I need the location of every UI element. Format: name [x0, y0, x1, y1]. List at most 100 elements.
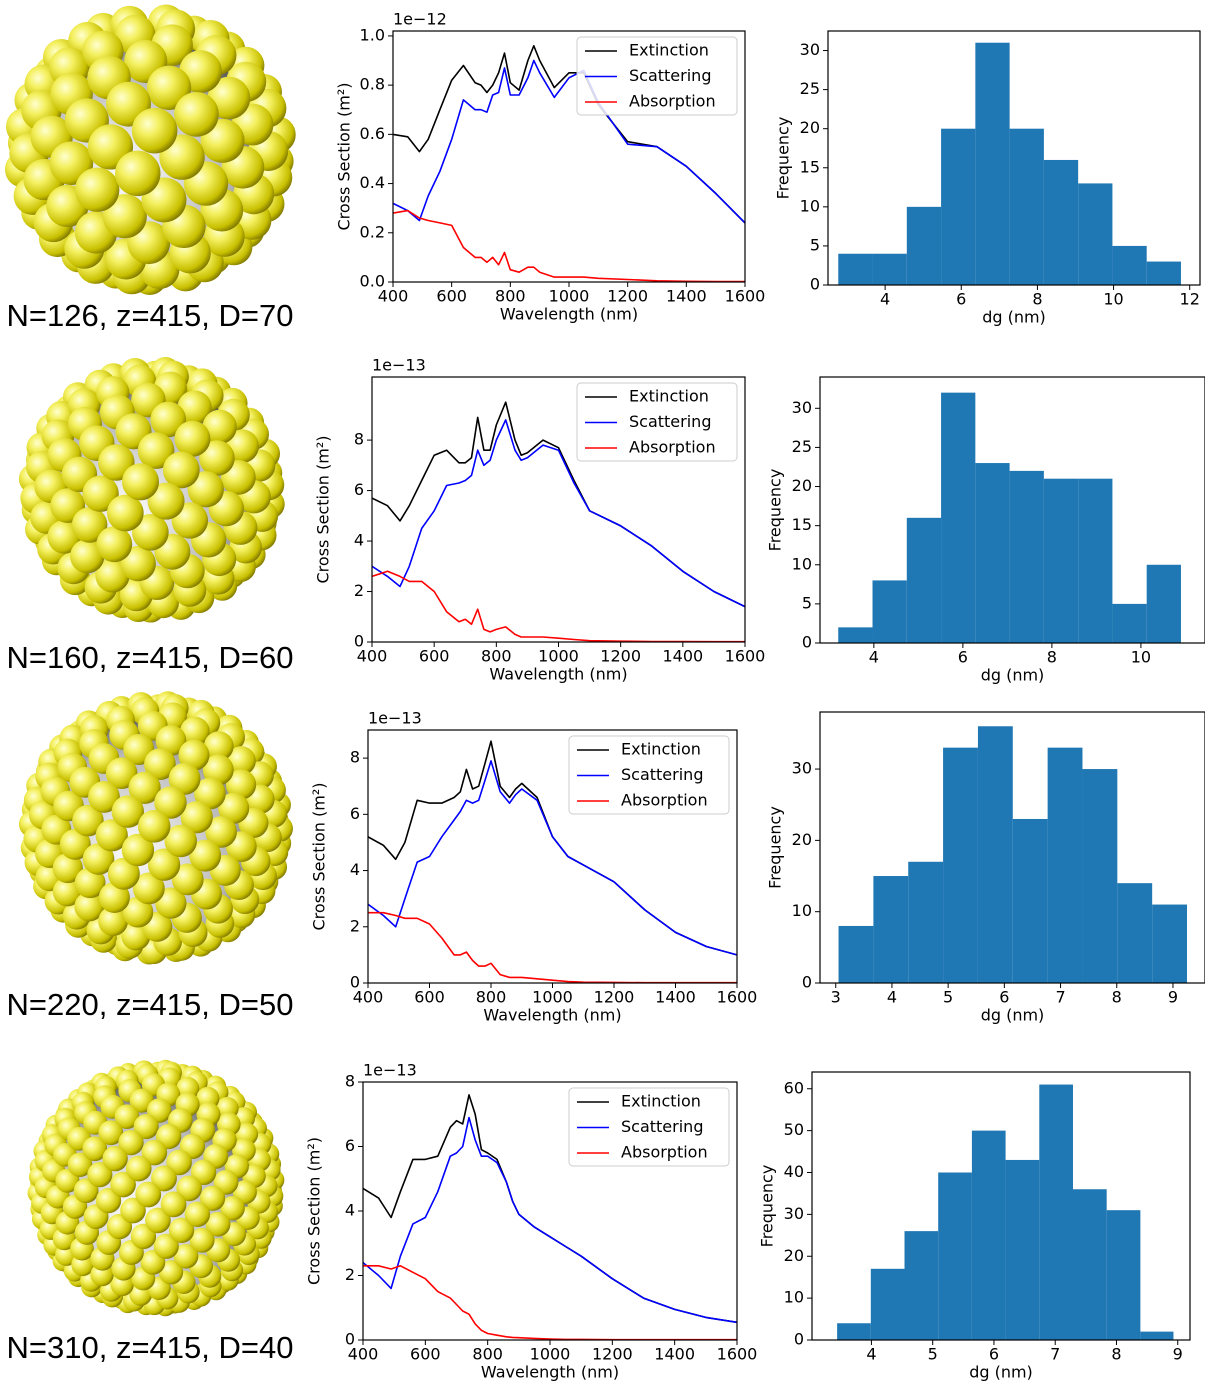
- particle: [126, 1156, 152, 1182]
- x-tick-label: 8: [1032, 290, 1042, 309]
- chart: 46810051015202530dg (nm)Frequency: [766, 377, 1205, 685]
- y-tick-label: 2: [354, 581, 364, 600]
- y-tick-label: 0.2: [360, 222, 385, 241]
- x-tick-label: 6: [956, 290, 966, 309]
- particle: [174, 92, 219, 137]
- histogram-bar: [978, 726, 1013, 983]
- x-axis-label: Wavelength (nm): [481, 1363, 619, 1382]
- x-tick-label: 800: [476, 988, 507, 1007]
- x-axis-label: dg (nm): [969, 1363, 1033, 1382]
- x-tick-label: 1200: [607, 287, 648, 306]
- x-tick-label: 8: [1112, 988, 1122, 1007]
- histogram-bar: [905, 1231, 939, 1340]
- histogram-bar: [1010, 129, 1044, 285]
- y-tick-label: 25: [800, 79, 820, 98]
- particle: [102, 1146, 127, 1171]
- histogram-bar: [839, 926, 874, 983]
- y-tick-label: 0: [354, 632, 364, 651]
- x-tick-label: 9: [1168, 988, 1178, 1007]
- histogram-bar: [1152, 905, 1187, 983]
- x-tick-label: 1000: [549, 287, 590, 306]
- series-line: [368, 913, 737, 983]
- y-tick-label: 20: [784, 1246, 804, 1265]
- histogram-bar: [1073, 1189, 1107, 1340]
- x-tick-label: 1000: [532, 988, 573, 1007]
- y-tick-label: 4: [345, 1201, 355, 1220]
- y-tick-label: 5: [810, 235, 820, 254]
- histogram-bar: [941, 129, 975, 285]
- y-tick-label: 8: [345, 1072, 355, 1091]
- y-tick-label: 0: [802, 633, 812, 652]
- histogram-bar: [1112, 246, 1146, 285]
- histogram-bar: [1107, 1210, 1141, 1340]
- x-tick-label: 4: [866, 1345, 876, 1364]
- nanoparticle-cluster: [19, 691, 293, 964]
- y-axis-label: Cross Section (m²): [314, 436, 333, 584]
- y-tick-label: 25: [792, 437, 812, 456]
- y-tick-label: 20: [800, 118, 820, 137]
- offset-label: 1e−12: [393, 10, 447, 29]
- y-tick-label: 8: [350, 748, 360, 767]
- chart: ExtinctionScatteringAbsorption1e−1240060…: [335, 10, 766, 324]
- histogram-bar: [1010, 471, 1044, 643]
- y-axis-label: Cross Section (m²): [305, 1137, 324, 1285]
- legend: ExtinctionScatteringAbsorption: [577, 37, 737, 115]
- y-tick-label: 2: [350, 916, 360, 935]
- legend-label: Scattering: [621, 765, 703, 784]
- y-tick-label: 6: [350, 804, 360, 823]
- histogram-bar: [972, 1131, 1006, 1340]
- x-tick-label: 1000: [538, 647, 579, 666]
- y-tick-label: 0: [802, 973, 812, 992]
- x-axis-label: dg (nm): [982, 308, 1046, 327]
- y-tick-label: 1.0: [360, 25, 385, 44]
- x-tick-label: 1400: [666, 287, 707, 306]
- histogram-bar: [908, 862, 943, 983]
- x-tick-label: 1400: [655, 988, 696, 1007]
- y-axis-label: Cross Section (m²): [335, 83, 354, 231]
- y-tick-label: 0: [350, 973, 360, 992]
- histogram-bar: [1078, 479, 1112, 643]
- nanoparticle-cluster: [19, 357, 285, 623]
- y-tick-label: 15: [800, 157, 820, 176]
- chart: 4567890102030405060dg (nm)Frequency: [758, 1072, 1191, 1382]
- y-tick-label: 20: [792, 830, 812, 849]
- y-tick-label: 0.0: [360, 272, 385, 291]
- y-tick-label: 20: [792, 476, 812, 495]
- y-tick-label: 60: [784, 1078, 804, 1097]
- histogram-bar: [873, 580, 907, 643]
- caption: N=160, z=415, D=60: [7, 640, 294, 675]
- figure: N=126, z=415, D=70N=160, z=415, D=60N=22…: [0, 0, 1205, 1384]
- histogram-bar: [871, 1269, 905, 1340]
- legend-label: Scattering: [629, 66, 711, 85]
- histogram-bar: [907, 207, 941, 285]
- chart: 34567890102030dg (nm)Frequency: [766, 712, 1205, 1025]
- y-tick-label: 2: [345, 1265, 355, 1284]
- nanoparticle-cluster: [5, 4, 296, 295]
- x-tick-label: 1000: [530, 1345, 571, 1364]
- legend-label: Scattering: [621, 1117, 703, 1136]
- x-tick-label: 5: [928, 1345, 938, 1364]
- x-tick-label: 800: [472, 1345, 503, 1364]
- x-tick-label: 4: [887, 988, 897, 1007]
- caption: N=126, z=415, D=70: [7, 298, 294, 333]
- page: body { margin: 0; background: #fff; font…: [0, 0, 1205, 1384]
- histogram-bar: [1013, 819, 1048, 983]
- x-tick-label: 1200: [594, 988, 635, 1007]
- histogram-bar: [873, 876, 908, 983]
- legend-label: Absorption: [629, 438, 716, 457]
- particle: [185, 1202, 210, 1227]
- legend-label: Absorption: [621, 1143, 708, 1162]
- y-tick-label: 0: [794, 1330, 804, 1349]
- y-tick-label: 10: [792, 901, 812, 920]
- legend-label: Absorption: [621, 791, 708, 810]
- x-axis-label: dg (nm): [981, 666, 1045, 685]
- offset-label: 1e−13: [363, 1061, 417, 1080]
- y-tick-label: 30: [784, 1204, 804, 1223]
- legend-label: Extinction: [629, 41, 709, 60]
- histogram-bar: [975, 463, 1009, 643]
- x-tick-label: 1600: [717, 988, 758, 1007]
- series-line: [393, 211, 745, 282]
- y-tick-label: 0.8: [360, 75, 385, 94]
